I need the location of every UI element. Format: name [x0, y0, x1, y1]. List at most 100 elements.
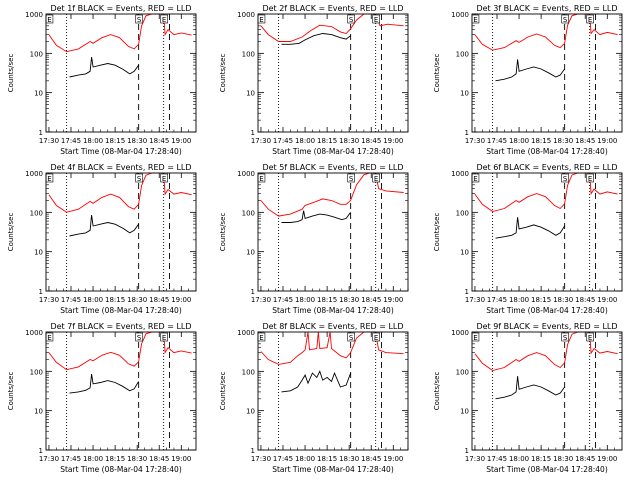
x-tick-label: 17:45 — [61, 296, 81, 304]
marker-box — [586, 332, 594, 342]
marker-label: S — [563, 16, 568, 24]
x-tick-label: 17:30 — [465, 296, 485, 304]
marker-box — [160, 14, 168, 24]
x-tick-label: 18:15 — [531, 137, 551, 145]
marker-box — [160, 332, 168, 342]
series-line-lld — [260, 172, 404, 217]
x-tick-label: 18:30 — [127, 137, 147, 145]
x-tick-label: 17:30 — [39, 296, 59, 304]
chart-title: Det 2f BLACK = Events, RED = LLD — [262, 4, 403, 13]
x-tick-label: 17:45 — [273, 455, 293, 463]
x-tick-label: 18:45 — [361, 296, 381, 304]
x-tick-label: 17:30 — [251, 455, 271, 463]
x-axis-label: Start Time (08-Mar-04 17:28:40) — [60, 465, 182, 474]
plot-frame — [45, 172, 197, 292]
series-line-lld — [48, 331, 192, 371]
marker-box — [135, 332, 143, 342]
y-tick-label: 1 — [251, 447, 255, 455]
y-tick-label: 10 — [246, 408, 255, 416]
series-line-events — [281, 210, 351, 223]
series-line-events — [281, 33, 351, 45]
y-tick-label: 10 — [460, 249, 469, 257]
chart-panel-2: Det 2f BLACK = Events, RED = LLD Counts/s… — [219, 4, 409, 156]
plot-frame — [257, 13, 409, 133]
x-tick-label: 17:30 — [465, 137, 485, 145]
x-tick-label: 18:45 — [149, 137, 169, 145]
y-tick-label: 1 — [465, 288, 469, 296]
marker-box — [372, 332, 380, 342]
y-tick-label: 1000 — [451, 11, 469, 19]
series-line-lld — [474, 172, 618, 212]
x-tick-label: 17:45 — [273, 137, 293, 145]
marker-box — [586, 173, 594, 183]
chart-panel-5: Det 5f BLACK = Events, RED = LLD Counts/s… — [219, 163, 409, 315]
plot-frame — [45, 331, 197, 451]
y-tick-label: 100 — [30, 209, 43, 217]
y-tick-label: 100 — [242, 50, 255, 58]
y-axis-label: Counts/sec — [219, 54, 227, 93]
y-tick-label: 10 — [34, 408, 43, 416]
series-line-events — [69, 57, 139, 78]
series-line-lld — [260, 331, 404, 365]
x-tick-label: 17:45 — [61, 137, 81, 145]
chart-title: Det 8f BLACK = Events, RED = LLD — [262, 322, 403, 331]
marker-label: E — [259, 16, 263, 24]
y-axis-label: Counts/sec — [219, 213, 227, 252]
marker-label: E — [473, 334, 477, 342]
marker-box — [347, 173, 355, 183]
chart-panel-3: Det 3f BLACK = Events, RED = LLD Counts/s… — [433, 4, 623, 156]
y-tick-label: 1 — [39, 447, 43, 455]
chart-panel-1: Det 1f BLACK = Events, RED = LLD Counts/s… — [7, 4, 197, 156]
marker-label: E — [473, 175, 477, 183]
y-tick-label: 10 — [460, 90, 469, 98]
marker-label: S — [563, 175, 568, 183]
y-tick-label: 100 — [30, 368, 43, 376]
chart-title: Det 4f BLACK = Events, RED = LLD — [50, 163, 191, 172]
x-axis-label: Start Time (08-Mar-04 17:28:40) — [272, 147, 394, 156]
x-tick-label: 18:45 — [575, 455, 595, 463]
series-line-lld — [48, 13, 192, 53]
series-line-events — [495, 376, 565, 400]
y-tick-label: 1000 — [451, 329, 469, 337]
y-tick-label: 1 — [39, 288, 43, 296]
x-tick-label: 18:30 — [339, 296, 359, 304]
marker-box — [135, 173, 143, 183]
x-tick-label: 17:45 — [487, 296, 507, 304]
marker-label: E — [162, 175, 166, 183]
x-tick-label: 19:00 — [383, 455, 403, 463]
series-line-events — [495, 59, 565, 82]
y-axis-label: Counts/sec — [433, 372, 441, 411]
series-line-events — [69, 215, 139, 237]
plot-frame — [257, 331, 409, 451]
series-line-events — [281, 370, 352, 393]
y-tick-label: 100 — [456, 368, 469, 376]
x-tick-label: 18:45 — [361, 455, 381, 463]
chart-title: Det 1f BLACK = Events, RED = LLD — [50, 4, 191, 13]
y-tick-label: 1000 — [237, 170, 255, 178]
y-tick-label: 1 — [465, 129, 469, 137]
x-axis-label: Start Time (08-Mar-04 17:28:40) — [486, 465, 608, 474]
marker-label: E — [588, 175, 592, 183]
chart-panel-6: Det 6f BLACK = Events, RED = LLD Counts/s… — [433, 163, 623, 315]
x-axis-label: Start Time (08-Mar-04 17:28:40) — [60, 147, 182, 156]
x-axis-label: Start Time (08-Mar-04 17:28:40) — [272, 306, 394, 315]
y-tick-label: 1 — [251, 288, 255, 296]
marker-box — [561, 14, 569, 24]
plot-frame — [471, 331, 623, 451]
chart-title: Det 3f BLACK = Events, RED = LLD — [476, 4, 617, 13]
x-tick-label: 19:00 — [597, 296, 617, 304]
x-tick-label: 18:00 — [509, 137, 529, 145]
marker-box — [372, 173, 380, 183]
x-tick-label: 18:00 — [83, 296, 103, 304]
x-tick-label: 19:00 — [171, 455, 191, 463]
marker-box — [347, 332, 355, 342]
x-tick-label: 19:00 — [597, 455, 617, 463]
y-tick-label: 1 — [251, 129, 255, 137]
series-line-lld — [48, 172, 192, 213]
series-line-events — [69, 374, 139, 394]
marker-box — [561, 332, 569, 342]
x-tick-label: 19:00 — [383, 137, 403, 145]
x-tick-label: 18:45 — [361, 137, 381, 145]
marker-box — [586, 14, 594, 24]
